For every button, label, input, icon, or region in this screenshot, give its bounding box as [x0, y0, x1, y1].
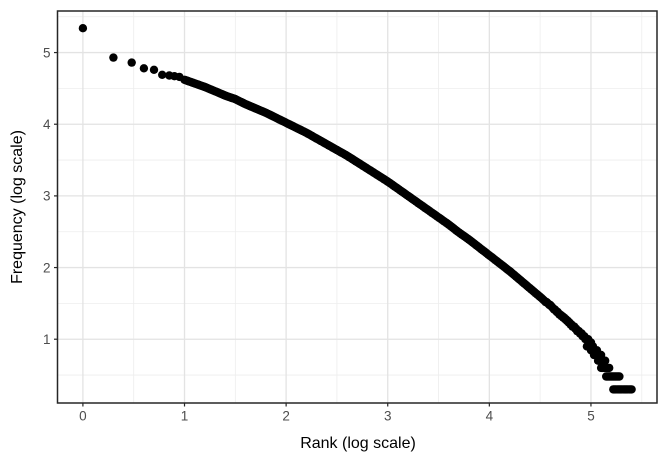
data-point [149, 65, 159, 75]
data-point [158, 70, 167, 80]
y-axis-title: Frequency (log scale) [9, 130, 26, 284]
y-tick-label: 4 [43, 117, 51, 132]
y-tick-label: 3 [43, 189, 51, 204]
data-points [78, 24, 636, 394]
x-tick-label: 4 [486, 409, 494, 424]
data-point [78, 24, 88, 33]
x-tick-label: 5 [587, 409, 595, 424]
y-tick-label: 1 [43, 332, 51, 347]
data-point [109, 53, 118, 62]
data-point [627, 385, 636, 394]
data-point [615, 372, 624, 381]
x-tick-label: 0 [79, 409, 87, 424]
data-point [605, 363, 614, 373]
x-tick-label: 3 [384, 409, 392, 424]
data-point [139, 64, 149, 73]
x-tick-label: 1 [181, 409, 189, 424]
y-tick-label: 2 [43, 260, 51, 275]
x-tick-label: 2 [282, 409, 290, 424]
plot-panel [57, 11, 657, 403]
y-tick-label: 5 [43, 45, 51, 60]
panel-border [56, 10, 658, 404]
data-point [601, 356, 610, 365]
data-point [127, 58, 136, 67]
x-axis-title: Rank (log scale) [300, 435, 416, 452]
